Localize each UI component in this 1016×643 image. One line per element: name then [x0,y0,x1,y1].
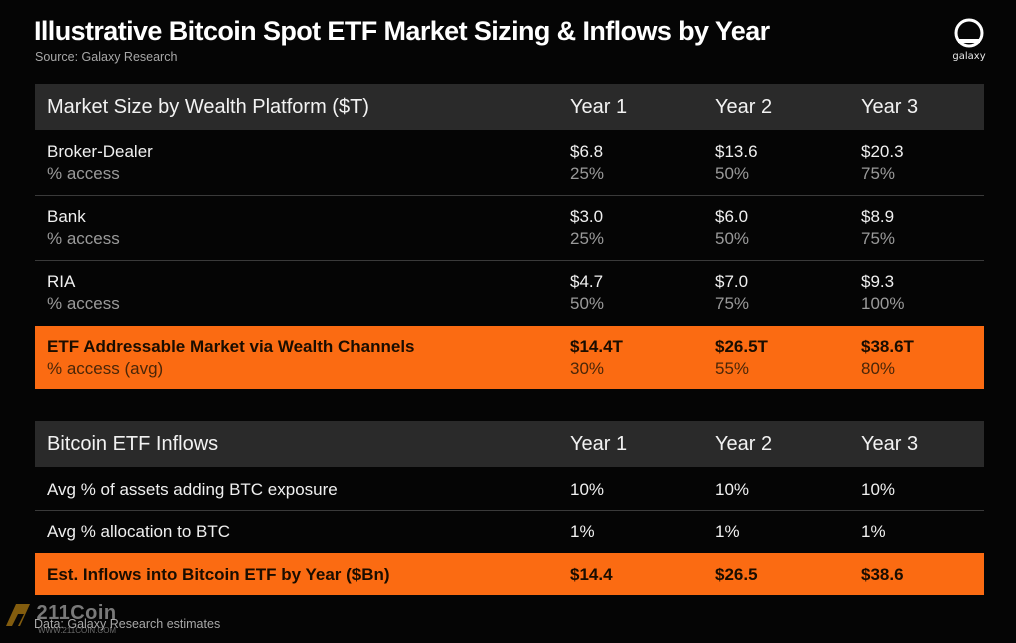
row-label: Bank% access [47,207,120,248]
watermark-subtext: WWW.211COIN.COM [38,626,117,635]
row-label: Broker-Dealer% access [47,142,153,183]
page-title: Illustrative Bitcoin Spot ETF Market Siz… [34,16,770,46]
total-row: Est. Inflows into Bitcoin ETF by Year ($… [35,553,984,595]
value-cell: $9.3 100% [861,272,905,313]
table-header-row: Bitcoin ETF Inflows Year 1 Year 2 Year 3 [35,421,984,467]
value-cell: $26.5 [715,565,758,584]
row-label: Est. Inflows into Bitcoin ETF by Year ($… [47,565,390,584]
table-row: Avg % allocation to BTC 1% 1% 1% [35,511,984,553]
table-row: Bank% access $3.0 25% $6.0 50% $8.9 75% [35,196,984,261]
header-cell: Year 3 [861,96,919,118]
market-size-table: Market Size by Wealth Platform ($T) Year… [35,84,984,389]
value-cell: 1% [861,522,886,541]
row-label: ETF Addressable Market via Wealth Channe… [47,337,415,378]
galaxy-logo: galaxy [952,18,986,66]
watermark-text: 211Coin [36,602,117,625]
value-cell: 10% [715,480,750,499]
watermark: 211Coin WWW.211COIN.COM [4,602,117,635]
value-cell: $3.0 25% [570,207,605,248]
row-label: Avg % of assets adding BTC exposure [47,480,338,499]
data-footnote: Data: Galaxy Research estimates [34,617,221,631]
table-header-row: Market Size by Wealth Platform ($T) Year… [35,84,984,130]
header-cell: Year 1 [570,433,628,455]
value-cell: $38.6T 80% [861,337,914,378]
value-cell: $20.3 75% [861,142,904,183]
table-row: Broker-Dealer% access $6.8 25% $13.6 50% $… [35,130,984,196]
logo-text: galaxy [952,51,986,62]
value-cell: $4.7 50% [570,272,605,313]
value-cell: $7.0 75% [715,272,750,313]
source-note: Source: Galaxy Research [35,50,178,64]
header-cell: Bitcoin ETF Inflows [47,433,219,455]
header-cell: Market Size by Wealth Platform ($T) [47,96,369,118]
table-row: RIA% access $4.7 50% $7.0 75% $9.3 100% [35,261,984,326]
etf-inflows-table: Bitcoin ETF Inflows Year 1 Year 2 Year 3… [35,421,984,595]
row-label: RIA% access [47,272,120,313]
value-cell: $13.6 50% [715,142,758,183]
coin-logo-icon [6,604,30,626]
header-cell: Year 1 [570,96,628,118]
value-cell: 10% [861,480,896,499]
value-cell: $26.5T 55% [715,337,768,378]
header-cell: Year 3 [861,433,919,455]
header-cell: Year 2 [715,433,773,455]
value-cell: 1% [570,522,595,541]
value-cell: $8.9 75% [861,207,896,248]
value-cell: $38.6 [861,565,904,584]
header-cell: Year 2 [715,96,773,118]
table-row: Avg % of assets adding BTC exposure 10% … [35,467,984,511]
value-cell: 1% [715,522,740,541]
value-cell: $14.4 [570,565,613,584]
galaxy-logo-icon [954,18,984,48]
value-cell: $6.0 50% [715,207,750,248]
row-label: Avg % allocation to BTC [47,522,230,541]
value-cell: $14.4T 30% [570,337,623,378]
total-row: ETF Addressable Market via Wealth Channe… [35,326,984,389]
value-cell: 10% [570,480,605,499]
value-cell: $6.8 25% [570,142,605,183]
